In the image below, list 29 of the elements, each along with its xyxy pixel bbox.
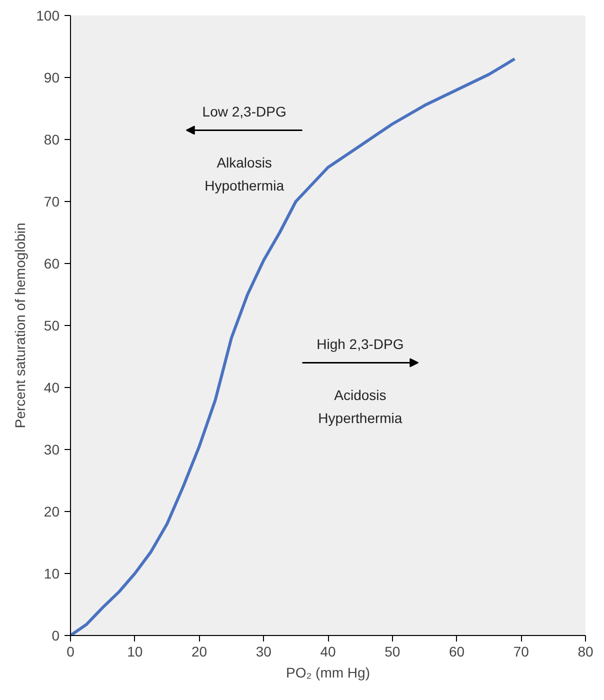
y-tick-label: 40 xyxy=(44,380,60,396)
annotation: Hyperthermia xyxy=(318,410,402,426)
x-tick-label: 20 xyxy=(191,644,208,660)
annotation: Hypothermia xyxy=(204,177,284,194)
y-tick-label: 70 xyxy=(44,194,60,210)
y-tick-label: 60 xyxy=(44,256,60,272)
x-tick-label: 70 xyxy=(513,644,530,660)
y-tick-label: 80 xyxy=(44,132,60,148)
x-axis-title: PO₂ (mm Hg) xyxy=(286,664,370,680)
y-axis-title: Percent saturation of hemoglobin xyxy=(12,222,28,428)
annotation: Acidosis xyxy=(334,386,386,403)
x-tick-label: 10 xyxy=(127,644,143,660)
x-tick-label: 30 xyxy=(256,644,272,660)
y-tick-label: 50 xyxy=(44,318,60,334)
line-series xyxy=(70,57,516,636)
x-tick-label: 60 xyxy=(448,644,465,660)
annotation: Low 2,3-DPG xyxy=(202,104,286,120)
y-tick-label: 90 xyxy=(44,70,60,86)
x-tick-label: 50 xyxy=(384,644,400,660)
y-tick-label: 0 xyxy=(52,628,60,644)
annotation: High 2,3-DPG xyxy=(316,336,404,352)
y-tick-label: 20 xyxy=(44,504,60,520)
x-tick-label: 40 xyxy=(320,644,336,660)
x-tick-label: 80 xyxy=(578,644,594,660)
annotation: Alkalosis xyxy=(216,154,272,170)
x-tick-label: 0 xyxy=(66,644,75,660)
y-tick-label: 30 xyxy=(44,442,60,458)
y-tick-label: 100 xyxy=(36,8,60,24)
y-tick-label: 10 xyxy=(44,566,60,582)
